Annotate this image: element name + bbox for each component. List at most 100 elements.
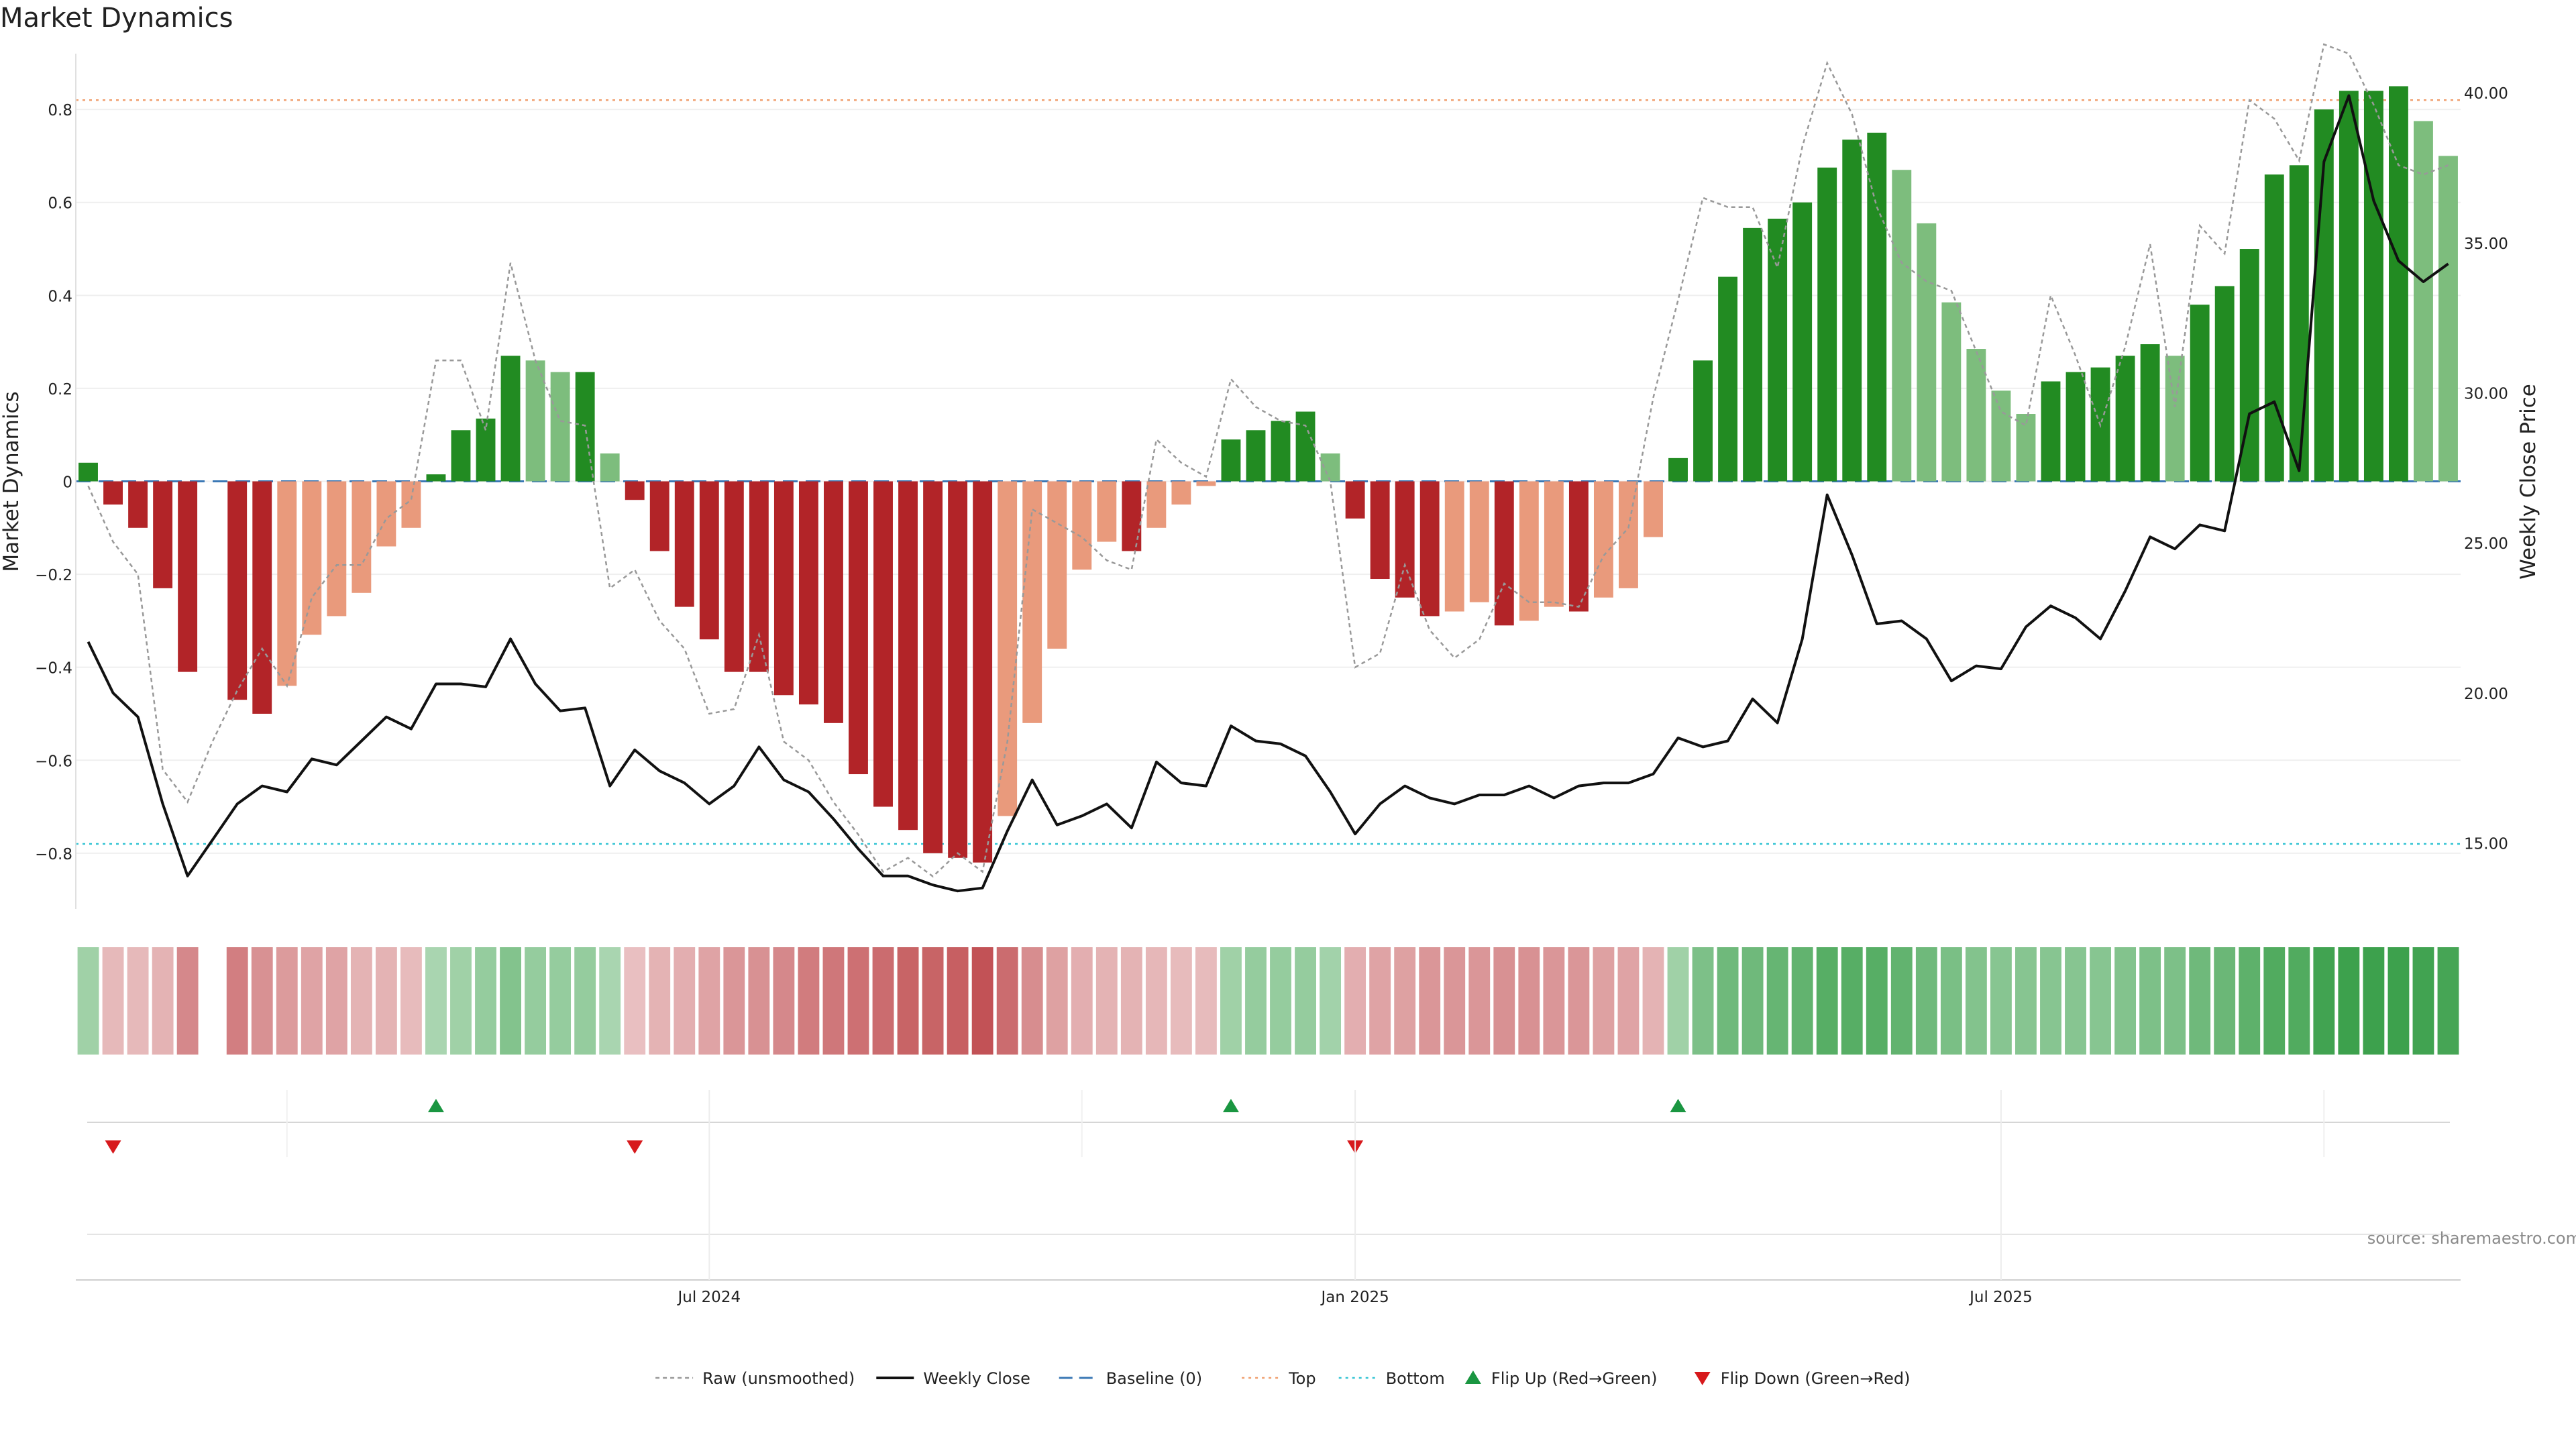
heat-cell [674,947,696,1055]
heat-cell [698,947,720,1055]
heat-cell [450,947,472,1055]
dynamics-bar [1022,481,1042,723]
dynamics-bar [451,430,471,482]
heat-cell [599,947,621,1055]
x-axis-ticks: Jul 2024 Jan 2025 Jul 2025 [676,1289,2032,1306]
left-tick-label: 0.6 [48,195,72,213]
reference-lines [76,99,2461,845]
heat-cell [500,947,521,1055]
dynamics-bar [849,481,868,775]
dynamics-bar [178,481,198,672]
heat-cell [2338,947,2360,1055]
dynamics-bar [128,481,148,528]
dynamics-bar [1444,481,1464,612]
dynamics-bar [2214,286,2235,482]
flip-up-marker [1222,1099,1239,1112]
legend-flip-up-label: Flip Up (Red→Green) [1491,1369,1658,1388]
dynamics-bar [327,481,347,616]
source-note: source: sharemaestro.com [2367,1229,2576,1248]
heat-cell [574,947,596,1055]
heat-cell [1369,947,1391,1055]
heat-cell [1394,947,1416,1055]
heat-cell [773,947,795,1055]
heat-cell [748,947,770,1055]
heat-cell [1021,947,1043,1055]
heat-cell [2114,947,2137,1055]
right-tick-label: 30.00 [2464,386,2508,403]
dynamics-bar [1644,481,1663,537]
heat-cell [2139,947,2161,1055]
heat-cell [1816,947,1838,1055]
heat-cell [2090,947,2111,1055]
heat-cell [2313,947,2335,1055]
dynamics-bar [1047,481,1067,649]
heat-cell [971,947,994,1055]
heat-cell [1493,947,1515,1055]
dynamics-bar [103,481,123,505]
heat-cell [1642,947,1664,1055]
heat-cell [922,947,944,1055]
dynamics-bar [898,481,918,830]
dynamics-bar [426,474,446,482]
heat-cell [2065,947,2086,1055]
dynamics-bar [2388,86,2408,482]
legend: Raw (unsmoothed) Weekly Close Baseline (0)… [655,1369,1910,1388]
right-tick-label: 40.00 [2464,85,2508,103]
right-axis-ticks: 40.00 35.00 30.00 25.00 20.00 15.00 [2464,85,2508,853]
dynamics-bar [575,372,595,482]
legend-bottom: Bottom [1338,1369,1445,1388]
weekly-close-line [87,94,2449,893]
heat-cell [2015,947,2037,1055]
legend-bottom-label: Bottom [1386,1369,1445,1388]
heat-cell [1940,947,1962,1055]
dynamics-bar [625,481,645,500]
dynamics-bar [2438,156,2458,482]
legend-flip-down: Flip Down (Green→Red) [1694,1369,1910,1388]
heat-cell [2387,947,2410,1055]
dynamics-bar [302,481,322,635]
dynamics-bar [1593,481,1613,598]
dynamics-bar [1817,167,1837,482]
right-tick-label: 35.00 [2464,235,2508,253]
heat-cell [152,947,174,1055]
dynamics-bar [2363,91,2383,482]
dynamics-bar [724,481,744,672]
dynamics-bar [550,372,570,482]
dynamics-bar [2065,372,2086,482]
heat-cell [425,947,447,1055]
heat-cell [1766,947,1788,1055]
heat-cell [1841,947,1863,1055]
dynamics-bar [1668,458,1688,482]
heat-cell [1170,947,1192,1055]
flip-up-marker [427,1099,444,1112]
dynamics-bar [1097,481,1117,542]
heat-cell [2189,947,2211,1055]
heat-cell [276,947,298,1055]
legend-flip-up-swatch [1464,1371,1481,1384]
heat-cell [176,947,199,1055]
dynamics-bar [1494,481,1514,626]
heat-cell [2040,947,2061,1055]
dynamics-bar [1246,430,1266,482]
dynamics-bar [252,481,272,714]
heat-cell [2288,947,2310,1055]
dynamics-bar [923,481,943,853]
heat-cell [301,947,323,1055]
dynamics-bar [1419,481,1440,616]
dynamics-bar [1469,481,1489,602]
heat-cell [1866,947,1888,1055]
dynamics-bar [2190,305,2210,482]
heat-cell [102,947,124,1055]
heat-cell [2363,947,2385,1055]
heat-cell [127,947,149,1055]
flip-up-marker [1670,1099,1686,1112]
dynamics-bar [1693,360,1713,482]
heat-cell [1543,947,1565,1055]
heat-cell [1220,947,1242,1055]
dynamics-bar [649,481,669,551]
dynamics-bar [948,481,968,858]
heat-cell [1419,947,1441,1055]
left-axis-title: Market Dynamics [0,391,23,572]
heat-cell [996,947,1018,1055]
heat-strip [77,947,2459,1055]
